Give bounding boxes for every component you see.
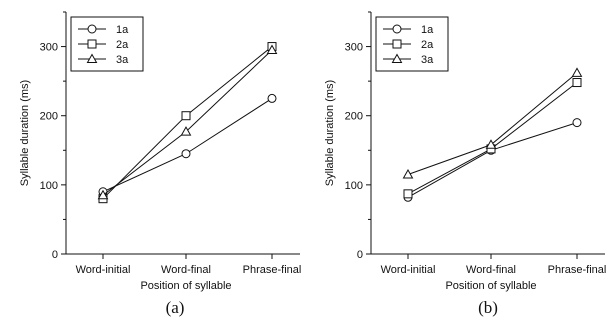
chart-a-y-axis-title: Syllable duration (ms) [19, 80, 31, 186]
chart-a-series-1a-point [267, 93, 277, 103]
chart-a-y-tick-label: 100 [40, 180, 58, 192]
caption-panel-b: (b) [478, 298, 498, 317]
chart-a-legend-label-2a: 2a [116, 39, 129, 51]
chart-b-y-tick-label: 300 [345, 42, 363, 54]
chart-b-x-tick-label: Phrase-final [548, 264, 607, 276]
chart-a-series-3a-point [266, 44, 278, 55]
chart-b-x-tick-label: Word-final [466, 264, 516, 276]
chart-b-series-3a-point [402, 168, 414, 179]
chart-panel-b: 0 100 200 300 Word-initial Word-final Phrase-f… [324, 11, 607, 292]
chart-a-x-axis-title: Position of syllable [140, 280, 231, 292]
chart-a-series-3a-point [180, 126, 192, 136]
chart-b-legend-marker-3a [391, 53, 403, 63]
chart-a-y-tick-label: 0 [52, 249, 58, 261]
chart-a-series-3a-point [97, 189, 109, 200]
chart-b-series-3a-point [485, 139, 497, 149]
chart-b-series-3a-line [407, 72, 578, 175]
chart-b-series-1a-point [572, 118, 582, 128]
chart-b-y-axis-title: Syllable duration (ms) [324, 80, 336, 186]
chart-b-legend-marker-2a [392, 39, 402, 49]
chart-a-legend-marker-1a [87, 24, 97, 34]
chart-b-x-tick-label: Word-initial [381, 264, 436, 276]
chart-b-legend-label-2a: 2a [421, 39, 434, 51]
chart-a-y-tick-label: 200 [40, 111, 58, 123]
chart-b-y-tick-label: 100 [345, 180, 363, 192]
chart-a-series-1a-point [181, 149, 191, 159]
chart-a-legend-marker-3a [86, 53, 98, 63]
chart-b-series-2a-point [403, 189, 413, 199]
chart-a-legend-marker-2a [87, 39, 97, 49]
chart-b-legend-marker-1a [392, 24, 402, 34]
chart-b-series-3a-point [571, 67, 583, 77]
chart-a-x-tick-label: Word-final [161, 264, 211, 276]
chart-a-series-2a-point [181, 111, 191, 121]
chart-b-y-tick-label: 200 [345, 111, 363, 123]
chart-b-legend-label-1a: 1a [421, 24, 434, 36]
chart-a-x-tick-label: Word-initial [76, 264, 131, 276]
chart-b-series-2a-point [572, 78, 582, 88]
chart-a-legend-label-3a: 3a [116, 54, 129, 66]
chart-panel-a: 0 100 200 300 Word-initial Word-final Phrase-f… [19, 11, 302, 292]
chart-b-legend-label-3a: 3a [421, 54, 434, 66]
chart-b-series-1a-line [407, 122, 578, 198]
chart-a-legend-label-1a: 1a [116, 24, 129, 36]
chart-a-y-tick-label: 300 [40, 42, 58, 54]
chart-b-y-tick-label: 0 [357, 249, 363, 261]
caption-panel-a: (a) [165, 298, 185, 317]
chart-b-series-2a-line [407, 82, 578, 195]
chart-b-x-axis-title: Position of syllable [445, 280, 536, 292]
chart-a-x-tick-label: Phrase-final [243, 264, 302, 276]
